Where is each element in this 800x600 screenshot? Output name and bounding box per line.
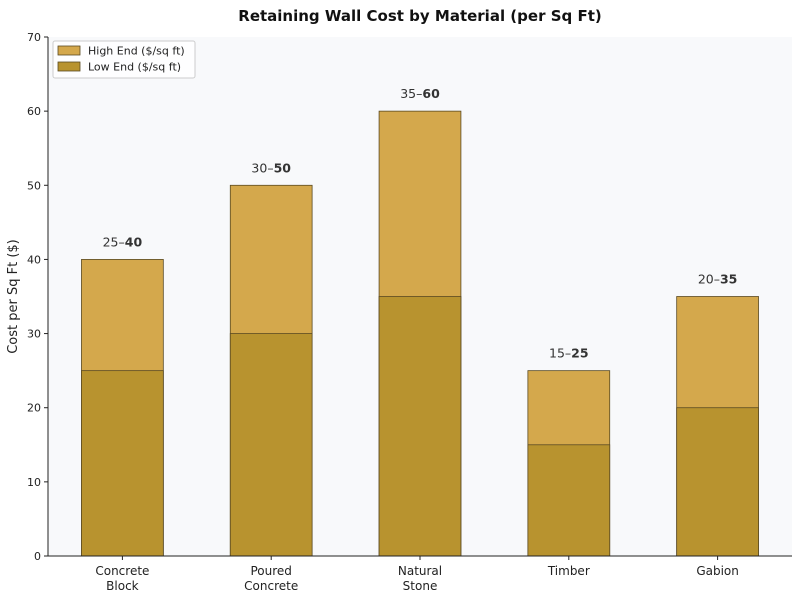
bar-low-end: [81, 370, 164, 557]
legend: High End ($/sq ft) Low End ($/sq ft): [52, 40, 196, 79]
data-label-separator: –: [119, 234, 125, 249]
x-tick-label-line: Timber: [547, 564, 590, 578]
y-tick-label: 70: [27, 31, 41, 44]
y-tick-label: 40: [27, 253, 41, 266]
x-tick-label-line: Concrete: [244, 579, 298, 593]
data-label-separator: –: [416, 86, 422, 101]
data-label-low: 15: [549, 346, 565, 361]
data-label: 25–40: [103, 234, 143, 249]
legend-label: High End ($/sq ft): [88, 45, 185, 58]
y-tick-label: 10: [27, 476, 41, 489]
x-tick-label-line: Natural: [398, 564, 442, 578]
bar-low-end: [527, 444, 611, 557]
legend-swatch: [57, 45, 81, 56]
data-label-low: 35: [400, 86, 416, 101]
data-label-separator: –: [714, 272, 720, 287]
y-tick-label: 20: [27, 402, 41, 415]
data-label-high: 60: [422, 86, 440, 101]
data-label-low: 30: [251, 160, 267, 175]
x-tick-label-line: Gabion: [696, 564, 739, 578]
y-axis-label: Cost per Sq Ft ($): [6, 239, 21, 354]
x-tick-label-line: Concrete: [95, 564, 149, 578]
data-label: 15–25: [549, 346, 589, 361]
data-label-low: 25: [103, 234, 119, 249]
x-tick-label-line: Block: [106, 579, 139, 593]
x-tick-label: Poured Concrete: [244, 564, 298, 593]
chart-title: Retaining Wall Cost by Material (per Sq …: [238, 7, 601, 25]
x-tick-label: Gabion: [696, 564, 739, 578]
y-tick-label: 0: [34, 550, 41, 563]
data-label-high: 50: [274, 160, 292, 175]
data-label: 30–50: [251, 160, 291, 175]
data-label-separator: –: [565, 346, 571, 361]
data-label: 35–60: [400, 86, 440, 101]
bar-low-end: [229, 333, 313, 557]
x-tick-label-line: Stone: [403, 579, 438, 593]
x-tick-label: Timber: [547, 564, 590, 578]
bars-layer: [81, 110, 759, 557]
data-label-high: 40: [125, 234, 143, 249]
data-label: 20–35: [698, 272, 738, 287]
data-label-high: 35: [720, 272, 737, 287]
legend-box: [52, 40, 196, 79]
data-label-separator: –: [267, 160, 273, 175]
y-tick-label: 60: [27, 105, 41, 118]
bar-low-end: [378, 296, 462, 557]
data-label-high: 25: [571, 346, 588, 361]
x-tick-label: Concrete Block: [95, 564, 149, 593]
y-tick-label: 30: [27, 328, 41, 341]
legend-label: Low End ($/sq ft): [88, 61, 181, 74]
data-label-low: 20: [698, 272, 714, 287]
x-tick-label: Natural Stone: [398, 564, 442, 593]
legend-swatch: [57, 61, 81, 72]
x-tick-label-line: Poured: [250, 564, 291, 578]
y-tick-label: 50: [27, 179, 41, 192]
bar-low-end: [676, 407, 759, 557]
